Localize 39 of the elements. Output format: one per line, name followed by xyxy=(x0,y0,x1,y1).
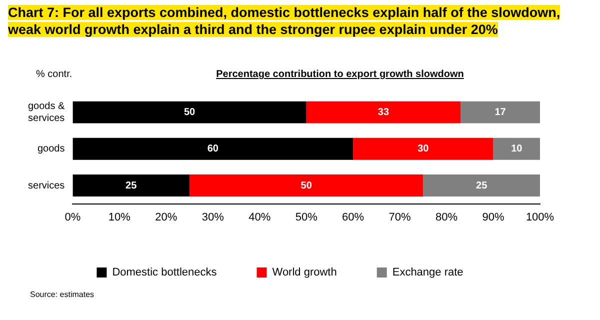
data-label: 60 xyxy=(207,144,219,155)
legend-label: World growth xyxy=(272,266,337,279)
y-tick-label: services xyxy=(28,180,65,192)
data-label: 25 xyxy=(476,180,488,192)
bar xyxy=(493,138,540,160)
x-tick-label: 40% xyxy=(248,211,271,224)
x-tick-label: 20% xyxy=(155,211,178,224)
legend-label: Exchange rate xyxy=(392,266,464,279)
x-tick-label: 90% xyxy=(482,211,504,224)
y-tick-label: goods xyxy=(37,144,65,155)
y-tick-label: goods & services xyxy=(28,101,66,124)
data-label: 30 xyxy=(418,144,430,155)
data-label: 17 xyxy=(494,107,506,118)
data-label: 10 xyxy=(511,144,523,155)
bar xyxy=(72,101,306,124)
bar xyxy=(353,138,494,160)
y-axis-title: % contr. xyxy=(36,69,72,80)
x-tick-label: 30% xyxy=(202,211,224,224)
data-label: 25 xyxy=(126,180,138,192)
bar xyxy=(72,138,354,160)
chart-title: Chart 7: For all exports combined, domestic bottlenecks explain half of the slowdown, weak world growth explain a third and the stronger rupee explain under 20% xyxy=(8,5,560,37)
x-tick-label: 80% xyxy=(436,211,458,224)
bar xyxy=(306,101,461,124)
bar xyxy=(460,101,540,124)
x-tick-label: 10% xyxy=(108,211,131,224)
legend-label: Domestic bottlenecks xyxy=(112,266,218,279)
x-tick-label: 100% xyxy=(526,211,554,224)
source-note: Source: estimates xyxy=(30,290,94,299)
bar xyxy=(423,174,540,196)
x-tick-label: 70% xyxy=(388,211,412,224)
x-tick-label: 50% xyxy=(295,211,318,224)
data-label: 50 xyxy=(300,180,312,192)
x-tick-label: 0% xyxy=(64,211,81,224)
chart-subtitle: Percentage contribution to export growth slowdown xyxy=(215,69,465,80)
data-label: 50 xyxy=(184,107,196,118)
bar xyxy=(190,174,424,196)
bar xyxy=(72,174,190,196)
data-label: 33 xyxy=(378,107,390,118)
x-tick-label: 60% xyxy=(342,211,364,224)
